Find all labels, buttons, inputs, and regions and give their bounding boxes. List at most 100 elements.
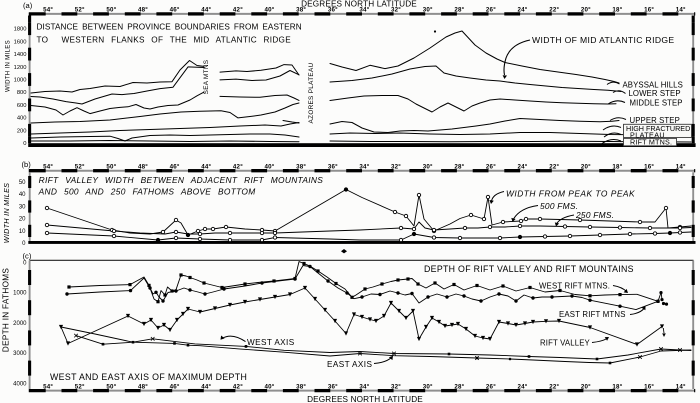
svg-text:600: 600 — [17, 103, 27, 109]
svg-text:40°: 40° — [265, 383, 275, 390]
svg-text:DEGREES NORTH LATITUDE: DEGREES NORTH LATITUDE — [307, 395, 423, 403]
svg-text:30°: 30° — [423, 6, 433, 13]
svg-text:MIDDLE STEP: MIDDLE STEP — [630, 99, 683, 108]
svg-text:HIGH FRACTURED: HIGH FRACTURED — [626, 124, 690, 133]
svg-text:48°: 48° — [138, 383, 148, 390]
svg-text:44°: 44° — [201, 6, 211, 13]
svg-text:48°: 48° — [138, 164, 148, 171]
svg-text:LOWER STEP: LOWER STEP — [629, 89, 681, 98]
svg-text:800: 800 — [17, 90, 27, 96]
svg-text:18°: 18° — [612, 164, 622, 171]
svg-text:1200: 1200 — [14, 65, 27, 71]
svg-text:DEPTH IN FATHOMS: DEPTH IN FATHOMS — [2, 268, 11, 352]
svg-text:46°: 46° — [170, 383, 180, 390]
svg-text:52°: 52° — [75, 6, 85, 13]
svg-text:22°: 22° — [549, 383, 559, 390]
svg-text:34°: 34° — [359, 383, 369, 390]
svg-text:36°: 36° — [328, 383, 338, 390]
svg-text:38°: 38° — [296, 6, 306, 13]
svg-text:32°: 32° — [391, 6, 401, 13]
svg-text:400: 400 — [17, 116, 27, 122]
svg-text:0: 0 — [22, 241, 26, 247]
svg-text:EAST AXIS: EAST AXIS — [327, 360, 372, 369]
svg-text:14°: 14° — [676, 6, 686, 13]
svg-text:2000: 2000 — [13, 321, 27, 327]
svg-text:1600: 1600 — [14, 39, 27, 45]
svg-text:20°: 20° — [581, 6, 591, 13]
svg-text:DISTANCE BETWEEN PROVINCE BOUN: DISTANCE BETWEEN PROVINCE BOUNDARIES FRO… — [37, 23, 302, 32]
svg-text:52°: 52° — [75, 383, 85, 390]
svg-text:WEST AND EAST AXIS OF MAXIMUM: WEST AND EAST AXIS OF MAXIMUM DEPTH — [50, 372, 247, 382]
svg-text:0: 0 — [23, 141, 26, 147]
svg-text:40: 40 — [19, 192, 26, 198]
svg-text:1400: 1400 — [14, 52, 27, 58]
svg-text:44°: 44° — [201, 383, 211, 390]
svg-text:34°: 34° — [359, 6, 369, 13]
svg-text:38°: 38° — [296, 383, 306, 390]
svg-text:UPPER STEP: UPPER STEP — [630, 116, 680, 125]
svg-text:(b): (b) — [22, 160, 32, 169]
svg-text:38°: 38° — [296, 164, 306, 171]
svg-text:1000: 1000 — [13, 291, 27, 297]
svg-text:RIFT MTNS.: RIFT MTNS. — [630, 138, 672, 147]
svg-text:44°: 44° — [201, 164, 211, 171]
svg-text:50°: 50° — [106, 164, 116, 171]
svg-text:16°: 16° — [644, 6, 654, 13]
svg-text:WIDTH FROM PEAK TO PEAK: WIDTH FROM PEAK TO PEAK — [506, 189, 635, 199]
svg-text:22°: 22° — [549, 164, 559, 171]
svg-text:1800: 1800 — [14, 27, 27, 33]
svg-text:RIFT VALLEY: RIFT VALLEY — [540, 338, 591, 347]
svg-text:28°: 28° — [454, 164, 464, 171]
svg-text:16°: 16° — [644, 164, 654, 171]
svg-text:52°: 52° — [75, 164, 85, 171]
svg-text:20: 20 — [19, 217, 26, 223]
svg-text:54°: 54° — [43, 6, 53, 13]
svg-text:10: 10 — [19, 229, 26, 235]
svg-text:WIDTH IN MILES: WIDTH IN MILES — [5, 40, 12, 92]
svg-text:SEA MTNS: SEA MTNS — [203, 60, 210, 95]
svg-text:32°: 32° — [391, 383, 401, 390]
svg-text:32°: 32° — [391, 164, 401, 171]
svg-text:34°: 34° — [359, 164, 369, 171]
svg-text:1000: 1000 — [14, 78, 27, 84]
svg-text:20°: 20° — [581, 164, 591, 171]
svg-text:200: 200 — [17, 128, 27, 134]
svg-text:30°: 30° — [423, 383, 433, 390]
svg-text:40°: 40° — [265, 6, 275, 13]
svg-text:20°: 20° — [581, 383, 591, 390]
svg-text:30°: 30° — [423, 164, 433, 171]
svg-text:30: 30 — [19, 204, 26, 210]
svg-text:50: 50 — [19, 180, 26, 186]
svg-text:14°: 14° — [676, 383, 686, 390]
svg-text:50°: 50° — [106, 6, 116, 13]
svg-text:26°: 26° — [486, 6, 496, 13]
svg-text:DEPTH OF RIFT VALLEY AND RIFT: DEPTH OF RIFT VALLEY AND RIFT MOUNTAINS — [424, 264, 634, 274]
svg-text:ABYSSAL HILLS: ABYSSAL HILLS — [623, 81, 683, 90]
svg-text:46°: 46° — [170, 6, 180, 13]
svg-text:26°: 26° — [486, 164, 496, 171]
svg-text:(c): (c) — [23, 252, 32, 261]
svg-text:14°: 14° — [676, 164, 686, 171]
svg-text:500 FMS.: 500 FMS. — [540, 201, 578, 211]
svg-text:16°: 16° — [644, 383, 654, 390]
svg-text:48°: 48° — [138, 6, 148, 13]
svg-text:42°: 42° — [233, 383, 243, 390]
svg-text:36°: 36° — [328, 6, 338, 13]
svg-text:(a): (a) — [23, 1, 33, 10]
svg-text:42°: 42° — [233, 164, 243, 171]
svg-text:18°: 18° — [612, 6, 622, 13]
svg-text:50°: 50° — [106, 383, 116, 390]
svg-text:36°: 36° — [328, 164, 338, 171]
svg-text:3000: 3000 — [13, 351, 27, 357]
svg-text:4000: 4000 — [13, 381, 27, 387]
svg-text:28°: 28° — [454, 383, 464, 390]
svg-text:AZORES PLATEAU: AZORES PLATEAU — [308, 62, 315, 123]
svg-text:26°: 26° — [486, 383, 496, 390]
svg-text:EAST RIFT MTNS: EAST RIFT MTNS — [559, 310, 626, 319]
svg-text:WIDTH IN MILES: WIDTH IN MILES — [2, 183, 11, 244]
svg-text:18°: 18° — [612, 383, 622, 390]
svg-text:WIDTH OF MID ATLANTIC RIDGE: WIDTH OF MID ATLANTIC RIDGE — [532, 35, 675, 45]
svg-text:54°: 54° — [43, 383, 53, 390]
svg-text:DEGREES NORTH LATITUDE: DEGREES NORTH LATITUDE — [301, 0, 417, 9]
svg-text:TO WESTERN FLANKS OF THE MID: TO WESTERN FLANKS OF THE MID ATLANTIC RI… — [37, 36, 292, 45]
